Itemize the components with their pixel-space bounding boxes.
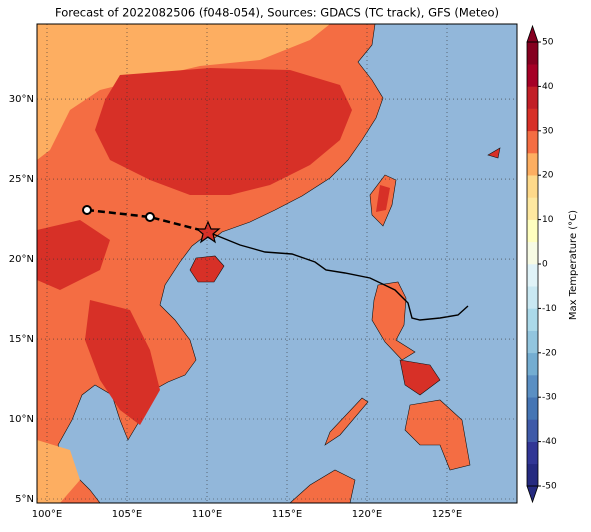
storm-position bbox=[195, 220, 221, 244]
map-title: Forecast of 2022082506 (f048-054), Sourc… bbox=[55, 6, 499, 20]
map-area bbox=[37, 24, 517, 503]
observed-track bbox=[207, 231, 469, 321]
warm-zone bbox=[37, 24, 330, 160]
colorbar-bin bbox=[527, 42, 538, 65]
hot-zone bbox=[376, 185, 390, 212]
colorbar-bin bbox=[527, 397, 538, 420]
colorbar-bin bbox=[527, 219, 538, 243]
palawan bbox=[324, 397, 369, 446]
colorbar-tick-label: 30 bbox=[542, 126, 554, 136]
lon-tick-label: 120°E bbox=[352, 509, 382, 520]
hot-zone bbox=[37, 220, 110, 290]
warm-zone bbox=[37, 440, 80, 503]
grid bbox=[37, 24, 517, 503]
colorbar-bin bbox=[527, 64, 538, 87]
colorbar-tick-label: -50 bbox=[542, 482, 557, 492]
lon-tick-label: 105°E bbox=[112, 509, 142, 520]
colorbar-extend-bottom bbox=[526, 485, 539, 504]
colorbar-tick-label: -30 bbox=[542, 393, 557, 403]
luzon bbox=[371, 281, 416, 361]
visayas bbox=[399, 359, 441, 396]
hot-zone bbox=[85, 300, 160, 425]
lon-tick-label: 100°E bbox=[32, 509, 62, 520]
colorbar-tick-label: 50 bbox=[542, 38, 554, 48]
forecast-track bbox=[86, 208, 209, 234]
colorbar-bin bbox=[527, 108, 538, 132]
colorbar-bin bbox=[527, 197, 538, 220]
colorbar-tick-label: -20 bbox=[542, 348, 557, 358]
lat-tick-label: 10°N bbox=[9, 414, 34, 425]
colorbar-label: Max Temperature (°C) bbox=[568, 210, 579, 320]
mindanao bbox=[404, 399, 471, 471]
colorbar-tick-label: 10 bbox=[542, 215, 554, 225]
colorbar-tick-label: 20 bbox=[542, 171, 554, 181]
lon-tick-label: 115°E bbox=[272, 509, 302, 520]
hot-zone bbox=[95, 68, 352, 195]
colorbar-bin bbox=[527, 419, 538, 442]
colorbar-bin bbox=[527, 264, 538, 287]
colorbar-bin bbox=[527, 286, 538, 309]
lat-tick-label: 15°N bbox=[9, 334, 34, 345]
colorbar-bin bbox=[527, 441, 538, 465]
lat-tick-label: 30°N bbox=[9, 94, 34, 105]
colorbar-tick-label: -10 bbox=[542, 304, 557, 314]
colorbar-extend-top bbox=[526, 24, 539, 43]
lon-tick-label: 110°E bbox=[192, 509, 222, 520]
islet bbox=[487, 147, 501, 159]
lat-tick-label: 25°N bbox=[9, 174, 34, 185]
colorbar-bin bbox=[527, 241, 538, 265]
borneo bbox=[289, 469, 356, 503]
colorbar-bin bbox=[527, 352, 538, 376]
lat-tick-label: 5°N bbox=[15, 494, 34, 505]
colorbar-bin bbox=[527, 130, 538, 154]
track-point bbox=[82, 205, 92, 215]
lon-tick-label: 125°E bbox=[432, 509, 462, 520]
colorbar-bin bbox=[527, 330, 538, 354]
colorbar-bin bbox=[527, 175, 538, 198]
colorbar-bin bbox=[527, 375, 538, 398]
colorbar-bin bbox=[527, 153, 538, 176]
colorbar-tick-label: -40 bbox=[542, 437, 557, 447]
colorbar-bin bbox=[527, 308, 538, 331]
track-point bbox=[145, 212, 155, 222]
colorbar-tick-label: 40 bbox=[542, 82, 554, 92]
lat-tick-label: 20°N bbox=[9, 254, 34, 265]
map-frame bbox=[36, 23, 518, 504]
colorbar-bin bbox=[527, 463, 538, 487]
colorbar-bin bbox=[527, 86, 538, 109]
colorbar-tick-label: 0 bbox=[542, 260, 548, 270]
